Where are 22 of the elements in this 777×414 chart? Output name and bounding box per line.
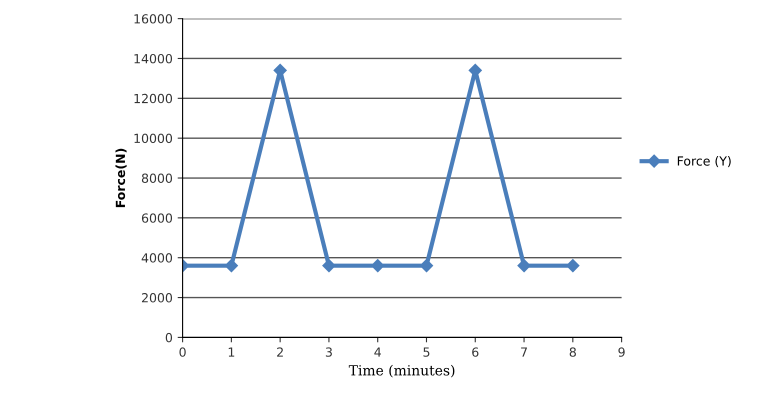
x-tick-label: 6 bbox=[472, 347, 478, 357]
x-tick-label: 5 bbox=[423, 348, 430, 357]
x-tick-label: 7 bbox=[521, 348, 527, 357]
legend-label: Force (Y) bbox=[678, 156, 731, 168]
x-axis-title: Time (minutes) bbox=[348, 364, 454, 378]
y-tick-label: 0 bbox=[166, 332, 172, 342]
y-tick-label: 2000 bbox=[142, 293, 172, 302]
y-tick-label: 16000 bbox=[134, 14, 172, 24]
x-tick-label: 1 bbox=[228, 348, 234, 357]
y-tick-label: 14000 bbox=[134, 54, 172, 64]
x-tick-label: 9 bbox=[618, 347, 625, 357]
x-tick-label: 8 bbox=[570, 347, 576, 357]
y-tick-label: 8000 bbox=[142, 173, 172, 183]
y-tick-label: 6000 bbox=[142, 213, 172, 223]
y-tick-label: 10000 bbox=[134, 134, 172, 144]
y-tick-label: 12000 bbox=[134, 94, 172, 104]
x-tick-label: 0 bbox=[179, 347, 186, 357]
x-tick-label: 3 bbox=[326, 347, 332, 357]
y-axis-title: Force(N) bbox=[115, 148, 127, 208]
y-tick-label: 4000 bbox=[142, 253, 172, 263]
x-tick-label: 4 bbox=[374, 348, 381, 357]
x-tick-label: 2 bbox=[277, 347, 283, 357]
